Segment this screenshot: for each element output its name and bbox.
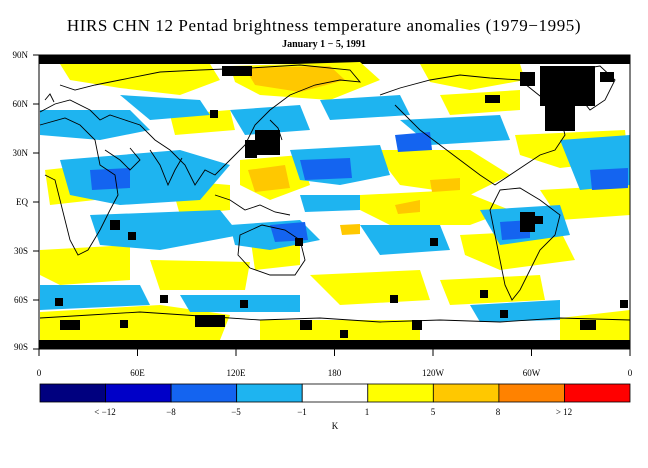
lon-label: 120W — [422, 368, 444, 378]
lat-label: 90S — [13, 342, 28, 352]
colorbar-swatch — [170, 383, 238, 403]
lat-label: 90N — [12, 50, 29, 60]
colorbar-label: −5 — [231, 407, 241, 417]
colorbar-label: 8 — [495, 407, 501, 417]
lon-ticks — [38, 349, 631, 356]
colorbar-swatch — [105, 383, 172, 403]
colorbar-label: 1 — [364, 407, 370, 417]
lat-label: 30S — [13, 246, 28, 256]
colorbar-unit: K — [331, 421, 339, 431]
warmer-patches — [245, 66, 460, 235]
lon-label: 0 — [36, 368, 42, 378]
colorbar-label: > 12 — [555, 407, 573, 417]
colorbar-swatch — [367, 383, 434, 403]
colorbar-swatch — [236, 383, 303, 403]
lon-label: 120E — [226, 368, 246, 378]
lat-label: 60N — [12, 99, 29, 109]
lon-label: 60E — [130, 368, 145, 378]
map-subtitle: January 1 − 5, 1991 — [282, 39, 366, 50]
colorbar-label: < −12 — [94, 407, 116, 417]
map-title: HIRS CHN 12 Pentad brightness temperatur… — [66, 16, 582, 35]
lat-label: 30N — [12, 148, 29, 158]
colorbar-swatch — [301, 383, 369, 403]
lat-ticks — [33, 54, 39, 350]
colorbar-swatch — [498, 383, 565, 403]
missing-band-south — [39, 340, 630, 349]
missing-band-north — [39, 55, 630, 64]
lon-label: 180 — [327, 368, 342, 378]
lon-label: 60W — [522, 368, 541, 378]
colorbar-swatch — [39, 383, 106, 403]
colorbar-swatch — [432, 383, 500, 403]
colorbar-label: −1 — [297, 407, 307, 417]
colorbar-swatch — [564, 383, 631, 403]
missing-data-blocks — [55, 66, 628, 338]
colorbar — [39, 383, 631, 403]
colorbar-label: 5 — [430, 407, 436, 417]
colorbar-label: −8 — [166, 407, 176, 417]
lon-label: 0 — [627, 368, 633, 378]
lat-label: 60S — [13, 295, 28, 305]
lat-label: EQ — [16, 197, 28, 207]
colder-patches — [90, 132, 628, 242]
coastlines — [39, 64, 631, 323]
